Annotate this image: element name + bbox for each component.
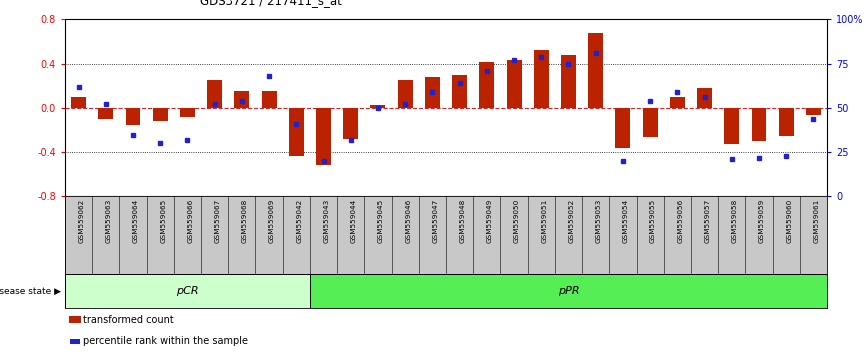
Text: percentile rank within the sample: percentile rank within the sample: [83, 336, 249, 346]
Bar: [207, 80, 222, 108]
Bar: [71, 97, 86, 108]
Bar: [752, 108, 766, 141]
Bar: [588, 33, 603, 108]
Text: pPR: pPR: [558, 286, 579, 296]
Bar: [479, 62, 494, 108]
Bar: [316, 108, 331, 165]
Text: GSM559043: GSM559043: [324, 199, 329, 243]
Text: GSM559068: GSM559068: [242, 199, 248, 243]
Bar: [235, 91, 249, 108]
Bar: [561, 55, 576, 108]
Bar: [310, 274, 827, 308]
Bar: [533, 50, 549, 108]
Text: GSM559052: GSM559052: [568, 199, 574, 243]
Bar: [616, 108, 630, 148]
Text: pCR: pCR: [176, 286, 198, 296]
Text: GSM559058: GSM559058: [732, 199, 738, 243]
Bar: [697, 88, 712, 108]
Bar: [98, 108, 113, 119]
Text: disease state ▶: disease state ▶: [0, 287, 61, 296]
Text: GSM559047: GSM559047: [432, 199, 438, 243]
Text: GSM559062: GSM559062: [79, 199, 85, 243]
Text: transformed count: transformed count: [83, 315, 174, 325]
Bar: [343, 108, 359, 139]
Bar: [126, 108, 140, 125]
Text: GSM559069: GSM559069: [269, 199, 275, 243]
Text: GSM559067: GSM559067: [215, 199, 221, 243]
Text: GSM559063: GSM559063: [106, 199, 112, 243]
Text: GSM559053: GSM559053: [596, 199, 602, 243]
Text: GSM559050: GSM559050: [514, 199, 520, 243]
Text: GSM559061: GSM559061: [813, 199, 819, 243]
Text: GSM559055: GSM559055: [650, 199, 656, 243]
Bar: [452, 75, 467, 108]
Text: GSM559064: GSM559064: [133, 199, 139, 243]
Bar: [507, 61, 521, 108]
Bar: [724, 108, 740, 144]
Text: GSM559051: GSM559051: [541, 199, 547, 243]
Text: GSM559065: GSM559065: [160, 199, 166, 243]
Text: GSM559042: GSM559042: [296, 199, 302, 243]
Bar: [180, 108, 195, 117]
Text: GDS3721 / 217411_s_at: GDS3721 / 217411_s_at: [200, 0, 342, 7]
Bar: [779, 108, 793, 136]
Text: GSM559048: GSM559048: [460, 199, 466, 243]
Text: GSM559044: GSM559044: [351, 199, 357, 243]
Text: GSM559049: GSM559049: [487, 199, 493, 243]
Text: GSM559046: GSM559046: [405, 199, 411, 243]
Bar: [371, 105, 385, 108]
Bar: [262, 91, 276, 108]
Text: GSM559056: GSM559056: [677, 199, 683, 243]
Text: GSM559059: GSM559059: [759, 199, 765, 243]
Bar: [152, 108, 168, 121]
Bar: [643, 108, 657, 137]
Bar: [65, 274, 310, 308]
Bar: [425, 77, 440, 108]
Text: GSM559060: GSM559060: [786, 199, 792, 243]
Text: GSM559057: GSM559057: [705, 199, 710, 243]
Bar: [669, 97, 685, 108]
Bar: [397, 80, 412, 108]
Text: GSM559054: GSM559054: [623, 199, 629, 243]
Bar: [806, 108, 821, 115]
Text: GSM559066: GSM559066: [187, 199, 193, 243]
Bar: [288, 108, 304, 155]
Text: GSM559045: GSM559045: [378, 199, 384, 243]
